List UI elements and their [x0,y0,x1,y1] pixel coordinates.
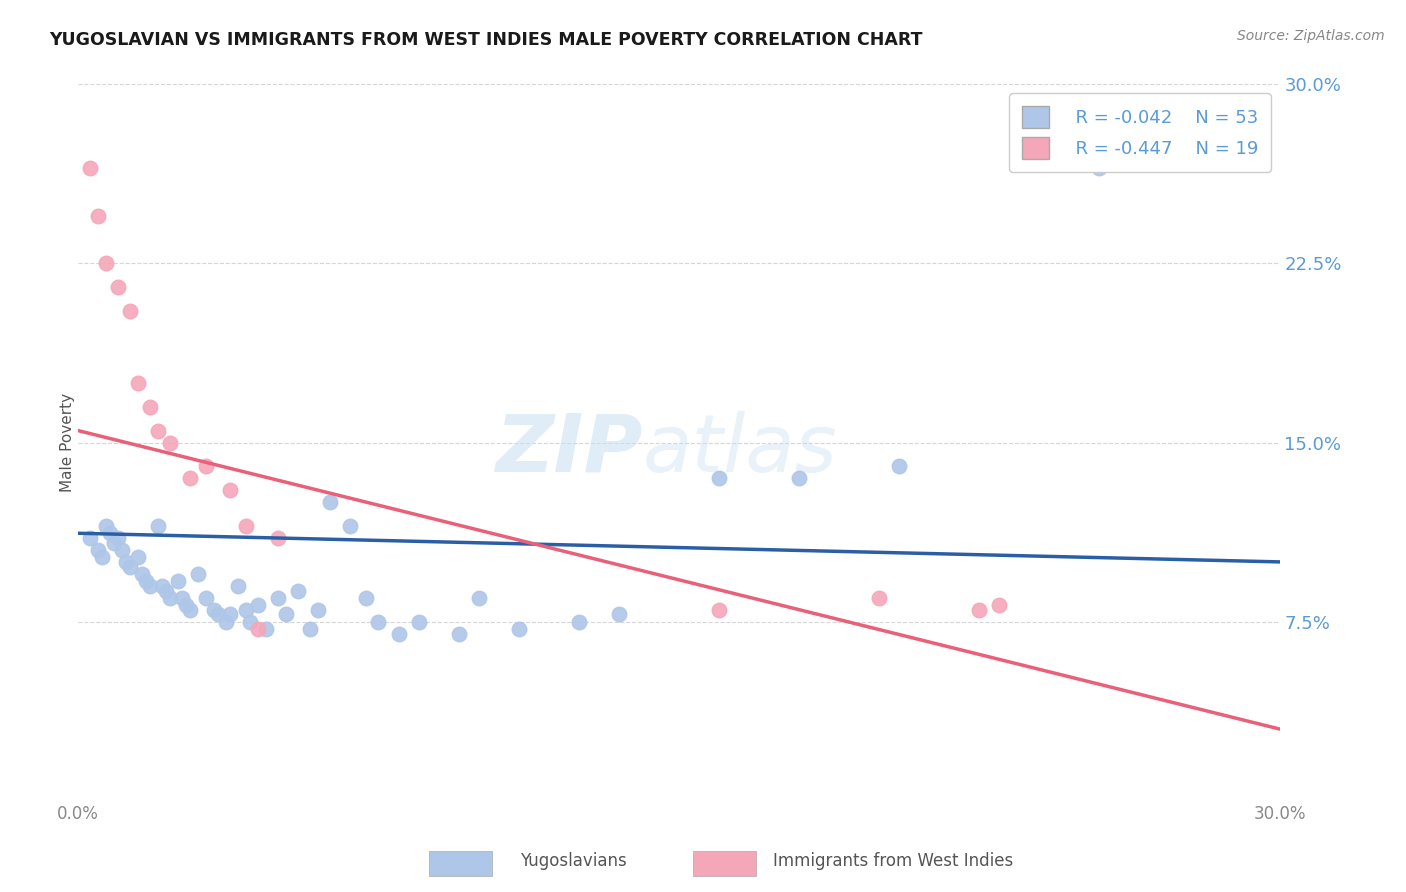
Point [107,280,129,294]
Point [195,459,218,474]
Point [787,471,810,485]
Point [131,566,153,581]
Legend:   R = -0.042    N = 53,   R = -0.447    N = 19: R = -0.042 N = 53, R = -0.447 N = 19 [1010,94,1271,172]
Point [155,583,177,598]
Point [887,459,910,474]
Point [98,526,121,541]
Point [447,626,470,640]
Point [387,626,409,640]
Point [226,579,249,593]
Point [135,574,157,588]
Point [107,531,129,545]
Text: Source: ZipAtlas.com: Source: ZipAtlas.com [1237,29,1385,43]
Point [139,579,162,593]
Point [267,531,290,545]
Point [187,566,209,581]
Point [120,304,142,318]
Point [167,574,190,588]
Point [87,543,110,558]
Point [276,607,298,622]
Point [79,161,101,175]
Point [179,602,201,616]
Point [103,536,125,550]
Y-axis label: Male Poverty: Male Poverty [59,393,75,492]
Point [94,519,117,533]
Point [139,400,162,414]
Point [87,209,110,223]
Point [367,615,389,629]
Point [707,471,730,485]
Point [174,598,197,612]
Point [115,555,138,569]
Point [868,591,890,605]
Point [967,602,990,616]
Point [267,591,290,605]
Point [207,607,229,622]
Point [150,579,173,593]
Text: atlas: atlas [643,410,838,489]
Text: Yugoslavians: Yugoslavians [520,852,627,870]
Text: ZIP: ZIP [495,410,643,489]
Point [235,519,257,533]
Point [254,622,277,636]
Point [239,615,262,629]
Point [1088,161,1111,175]
Point [307,602,329,616]
Point [195,591,218,605]
Point [79,531,101,545]
Point [159,591,181,605]
Point [219,483,242,498]
Point [148,424,170,438]
Point [120,559,142,574]
Point [988,598,1011,612]
Point [215,615,238,629]
Point [202,602,225,616]
Point [111,543,134,558]
Point [127,550,149,565]
Point [159,435,181,450]
Point [235,602,257,616]
Point [339,519,361,533]
Text: YUGOSLAVIAN VS IMMIGRANTS FROM WEST INDIES MALE POVERTY CORRELATION CHART: YUGOSLAVIAN VS IMMIGRANTS FROM WEST INDI… [49,31,922,49]
Point [568,615,591,629]
Point [247,622,270,636]
Point [508,622,530,636]
Point [356,591,378,605]
Point [319,495,342,509]
Point [247,598,270,612]
Point [467,591,489,605]
Point [148,519,170,533]
Point [707,602,730,616]
Point [299,622,322,636]
Point [607,607,630,622]
Point [219,607,242,622]
Point [179,471,201,485]
Point [94,256,117,270]
Point [172,591,194,605]
Point [408,615,430,629]
Text: Immigrants from West Indies: Immigrants from West Indies [773,852,1014,870]
Point [287,583,309,598]
Point [91,550,114,565]
Point [127,376,149,390]
